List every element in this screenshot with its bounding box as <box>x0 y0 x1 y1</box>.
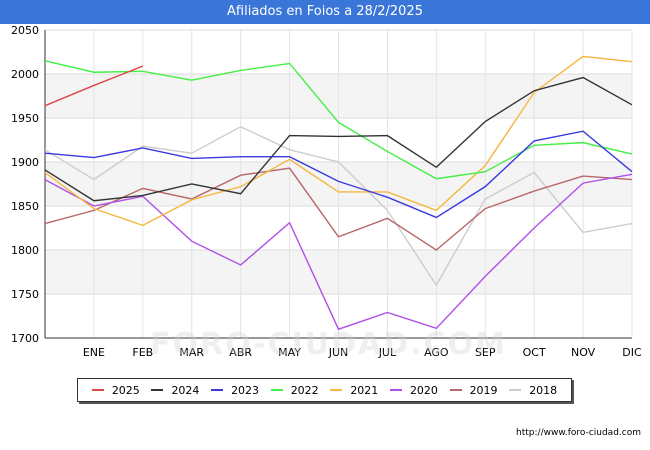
legend-swatch <box>449 389 462 391</box>
series-line-2021 <box>44 55 633 227</box>
legend-label: 2024 <box>171 383 200 397</box>
legend-item-2022: 2022 <box>270 383 319 397</box>
legend-swatch <box>270 389 283 391</box>
legend-label: 2022 <box>290 383 319 397</box>
y-tick-label: 2050 <box>11 24 39 37</box>
legend-item-2018: 2018 <box>509 384 557 397</box>
legend-swatch <box>509 389 522 391</box>
series-line-2024 <box>44 76 633 202</box>
x-tick-label: FEB <box>132 346 153 359</box>
y-tick-label: 1950 <box>11 112 39 125</box>
legend-item-2020: 2020 <box>389 383 438 397</box>
series-line-2020 <box>44 173 633 331</box>
legend-label: 2025 <box>111 383 140 397</box>
chart-title: Afiliados en Foios a 28/2/2025 <box>0 0 650 24</box>
legend-label: 2020 <box>409 383 438 397</box>
legend-label: 2018 <box>529 383 558 397</box>
x-tick-label: NOV <box>571 346 596 359</box>
legend-item-2019: 2019 <box>449 383 498 397</box>
x-tick-label: OCT <box>523 346 546 359</box>
legend-swatch <box>151 389 164 391</box>
series-line-2025 <box>44 65 144 107</box>
legend-item-2021: 2021 <box>330 384 378 397</box>
legend-label: 2023 <box>231 383 260 397</box>
series-line-2022 <box>44 60 633 180</box>
legend-label: 2019 <box>469 383 498 397</box>
legend-item-2024: 2024 <box>151 384 199 397</box>
y-tick-label: 1700 <box>11 332 39 345</box>
x-tick-label: ABR <box>229 346 252 359</box>
y-tick-label: 1750 <box>11 288 39 301</box>
legend-swatch <box>91 389 104 391</box>
x-tick-label: SEP <box>475 346 496 359</box>
source-url: http://www.foro-ciudad.com <box>516 428 641 438</box>
chart-legend: 2025 2024 2023 2022 2021 2020 2019 2018 <box>77 378 572 402</box>
legend-item-2023: 2023 <box>211 384 259 397</box>
legend-item-2025: 2025 <box>91 383 140 397</box>
y-tick-label: 1800 <box>11 244 39 257</box>
legend-swatch <box>211 389 224 391</box>
legend-label: 2021 <box>350 383 379 397</box>
x-tick-label: AGO <box>424 346 449 359</box>
x-tick-label: JUL <box>378 346 397 359</box>
y-tick-label: 1900 <box>11 156 39 169</box>
y-tick-label: 2000 <box>11 68 39 81</box>
y-tick-label: 1850 <box>11 200 39 213</box>
x-tick-label: DIC <box>622 346 642 359</box>
watermark: FORO-CIUDAD.COM <box>150 327 507 362</box>
legend-swatch <box>389 389 402 391</box>
series-line-2023 <box>44 130 633 219</box>
series-line-2018 <box>44 126 633 287</box>
x-tick-label: JUN <box>328 346 349 359</box>
x-tick-label: ENE <box>83 346 105 359</box>
x-tick-label: MAY <box>278 346 301 359</box>
series-line-2019 <box>44 167 633 251</box>
legend-swatch <box>330 389 343 391</box>
x-tick-label: MAR <box>179 346 204 359</box>
